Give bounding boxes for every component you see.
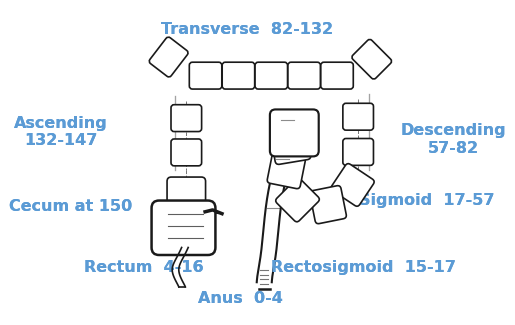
FancyBboxPatch shape xyxy=(167,177,205,214)
Text: Ascending
132-147: Ascending 132-147 xyxy=(14,116,108,148)
Text: Sigmoid  17-57: Sigmoid 17-57 xyxy=(358,193,494,208)
Text: Anus  0-4: Anus 0-4 xyxy=(198,291,283,306)
FancyBboxPatch shape xyxy=(171,139,201,166)
FancyBboxPatch shape xyxy=(190,62,222,89)
FancyBboxPatch shape xyxy=(151,201,215,255)
FancyBboxPatch shape xyxy=(171,105,201,132)
FancyBboxPatch shape xyxy=(352,39,391,79)
Text: Sigmoid  17-57: Sigmoid 17-57 xyxy=(358,193,494,208)
FancyBboxPatch shape xyxy=(310,186,346,224)
FancyBboxPatch shape xyxy=(271,126,311,164)
Text: Transverse  82-132: Transverse 82-132 xyxy=(161,22,333,37)
FancyBboxPatch shape xyxy=(321,62,353,89)
Text: Rectum  4-16: Rectum 4-16 xyxy=(83,260,203,275)
FancyBboxPatch shape xyxy=(267,152,305,188)
FancyBboxPatch shape xyxy=(288,62,320,89)
FancyBboxPatch shape xyxy=(331,163,374,206)
FancyBboxPatch shape xyxy=(270,110,319,156)
Text: Rectum  4-16: Rectum 4-16 xyxy=(83,260,203,275)
FancyBboxPatch shape xyxy=(149,37,188,77)
FancyBboxPatch shape xyxy=(255,62,287,89)
FancyBboxPatch shape xyxy=(343,103,373,130)
Text: Rectosigmoid  15-17: Rectosigmoid 15-17 xyxy=(271,260,456,275)
FancyBboxPatch shape xyxy=(222,62,255,89)
Text: Ascending
132-147: Ascending 132-147 xyxy=(14,116,108,148)
Text: Rectosigmoid  15-17: Rectosigmoid 15-17 xyxy=(271,260,456,275)
Text: Cecum at 150: Cecum at 150 xyxy=(9,199,132,214)
FancyBboxPatch shape xyxy=(343,138,373,165)
Text: Descending
57-82: Descending 57-82 xyxy=(400,124,506,156)
Text: Cecum at 150: Cecum at 150 xyxy=(9,199,132,214)
Text: Transverse  82-132: Transverse 82-132 xyxy=(161,22,333,37)
FancyBboxPatch shape xyxy=(276,178,319,222)
Text: Anus  0-4: Anus 0-4 xyxy=(198,291,283,306)
Text: Descending
57-82: Descending 57-82 xyxy=(400,124,506,156)
